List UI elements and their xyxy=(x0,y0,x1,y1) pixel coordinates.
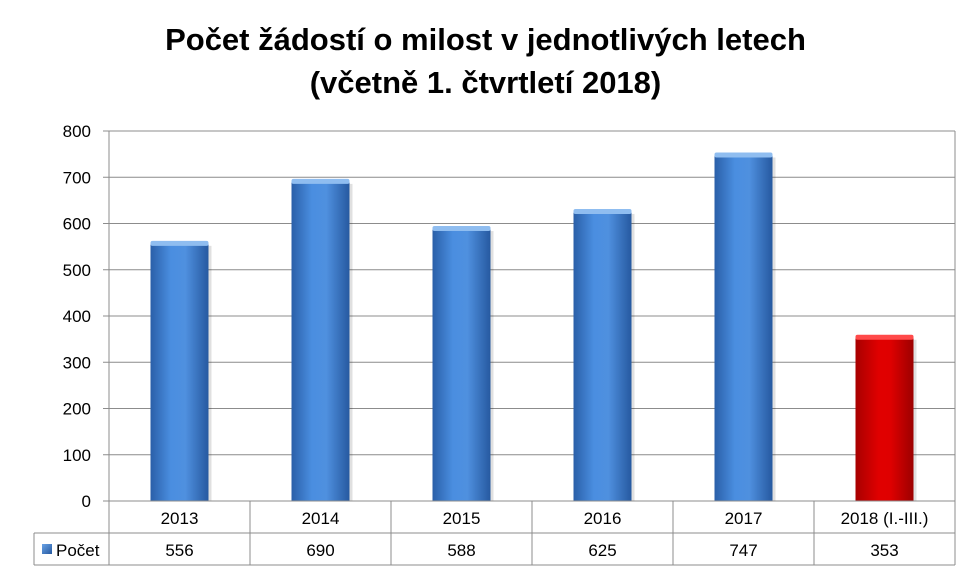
chart-title: Počet žádostí o milost v jednotlivých le… xyxy=(165,22,806,57)
y-tick-label: 800 xyxy=(63,122,91,141)
y-tick-label: 200 xyxy=(63,400,91,419)
data-table-value: 625 xyxy=(588,541,616,560)
y-tick-label: 500 xyxy=(63,261,91,280)
y-tick-label: 600 xyxy=(63,215,91,234)
bars xyxy=(150,152,917,502)
data-table: 2013 556 2014 690 2015 588 2016 625 2017 747 2018 … xyxy=(33,500,956,566)
bar xyxy=(714,155,773,501)
bar-cap xyxy=(150,240,209,246)
y-tick-label: 0 xyxy=(82,492,91,511)
gridlines xyxy=(103,130,956,502)
legend-series-name: Počet xyxy=(56,541,100,560)
data-table-value: 588 xyxy=(447,541,475,560)
bar-cap xyxy=(714,152,773,158)
x-category-label: 2015 xyxy=(443,509,481,528)
bar-cap xyxy=(291,178,350,184)
y-tick-label: 100 xyxy=(63,446,91,465)
bar xyxy=(432,229,491,502)
data-table-value: 690 xyxy=(306,541,334,560)
bar-cap xyxy=(573,208,632,214)
y-tick-label: 700 xyxy=(63,168,91,187)
chart-subtitle: (včetně 1. čtvrtletí 2018) xyxy=(309,65,662,100)
bar-cap xyxy=(855,334,914,340)
y-axis-ticks: 0 100 200 300 400 500 600 700 800 xyxy=(63,122,91,511)
data-table-value: 556 xyxy=(165,541,193,560)
data-table-value: 747 xyxy=(729,541,757,560)
x-category-label: 2016 xyxy=(584,509,622,528)
data-table-value: 353 xyxy=(870,541,898,560)
x-category-label: 2018 (I.-III.) xyxy=(841,509,929,528)
x-category-label: 2014 xyxy=(302,509,340,528)
bar-cap xyxy=(432,226,491,232)
chart-title-block: Počet žádostí o milost v jednotlivých le… xyxy=(0,18,971,104)
bar xyxy=(855,337,914,501)
bar xyxy=(150,243,209,501)
y-tick-label: 400 xyxy=(63,307,91,326)
legend-swatch xyxy=(42,544,52,554)
x-category-label: 2013 xyxy=(161,509,199,528)
bar xyxy=(291,181,350,501)
y-tick-label: 300 xyxy=(63,353,91,372)
bar xyxy=(573,211,632,501)
x-category-label: 2017 xyxy=(725,509,763,528)
